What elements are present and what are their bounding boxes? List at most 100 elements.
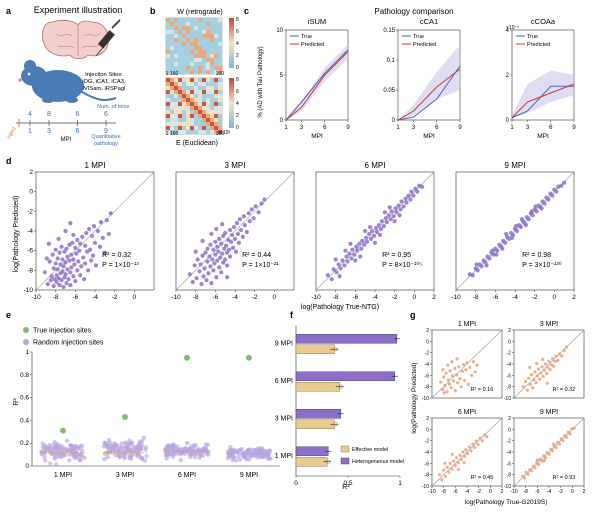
- scatter-xtick-label: 0: [413, 294, 417, 301]
- matrix-e-cell: [174, 106, 178, 110]
- random-site-point: [78, 443, 83, 449]
- scatter-ytick-label: 0: [508, 339, 511, 345]
- matrix-w-cell: [218, 42, 222, 46]
- random-site-point: [79, 448, 85, 453]
- scatter-point: [539, 371, 543, 375]
- scatter-point: [219, 270, 224, 275]
- scatter-point: [374, 229, 380, 235]
- matrix-w-cell: [174, 38, 178, 42]
- matrix-e-cell: [214, 106, 218, 110]
- scatter-xtick-label: -10: [451, 294, 461, 301]
- matrix-e-cell: [170, 118, 174, 122]
- matrix-w-cell: [174, 62, 178, 66]
- scatter-point: [221, 260, 226, 265]
- panel-letter-e: e: [6, 310, 11, 320]
- matrix-w-cell: [182, 34, 186, 38]
- scatter-point: [54, 280, 59, 285]
- matrix-w-cell: [202, 46, 206, 50]
- random-site-point: [164, 452, 170, 458]
- matrix-e-cell: [202, 98, 206, 102]
- scatter-point: [540, 365, 544, 369]
- matrix-e-cell: [210, 122, 214, 126]
- matrix-w-cell: [166, 34, 170, 38]
- scatter-point: [394, 210, 399, 215]
- matrix-w-cell: [166, 54, 170, 58]
- scatter-point: [205, 246, 210, 251]
- scatter-point: [76, 259, 81, 264]
- timeline-mpi-value: 1: [28, 128, 32, 135]
- scatter-point: [550, 449, 555, 453]
- scatter-point: [543, 362, 548, 366]
- matrix-e-cell: [210, 78, 214, 82]
- scatter-point: [95, 228, 101, 234]
- scatter-point: [457, 365, 461, 369]
- scatter-point: [456, 381, 460, 385]
- scatter-point: [336, 262, 341, 267]
- legend-heterogeneous: Heterogeneous model: [352, 459, 404, 465]
- scatter-point: [392, 219, 397, 224]
- random-site-point: [201, 446, 206, 451]
- matrix-w-cell: [214, 22, 218, 26]
- matrix-w-cell: [166, 18, 170, 22]
- scatter-point: [471, 360, 476, 364]
- random-site-point: [237, 448, 243, 453]
- matrix-e-cell: [214, 102, 218, 106]
- matrix-e-cell: [210, 110, 214, 114]
- matrix-e-cell: [218, 94, 222, 98]
- scatter-point: [353, 258, 358, 263]
- random-site-point: [184, 440, 190, 446]
- matrix-w-cell: [202, 38, 206, 42]
- scatter-point: [552, 442, 556, 446]
- colorbar-e-tick: 6: [236, 89, 239, 95]
- scatter-point: [439, 380, 443, 384]
- matrix-w-cell: [202, 66, 206, 70]
- panel-e: R² True injection sites Random injection…: [13, 327, 280, 479]
- matrix-e-cell: [198, 94, 202, 98]
- matrix-e-cell: [186, 122, 190, 126]
- matrix-e-cell: [218, 122, 222, 126]
- matrix-w-cell: [194, 26, 198, 30]
- matrix-w-cell: [178, 58, 182, 62]
- scatter-point: [42, 270, 47, 275]
- matrix-w-cell: [178, 42, 182, 46]
- scatter-point: [539, 206, 544, 211]
- scatter-point: [71, 257, 76, 262]
- matrix-w-cell: [214, 58, 218, 62]
- scatter-point: [209, 231, 214, 237]
- scatter-point: [55, 256, 60, 261]
- scatter-g1: 1 MPI -10 -8 -6 -4 -2 0 2 R² = 0.16: [422, 321, 503, 402]
- matrix-e-cell: [190, 86, 194, 90]
- line-series-true: [511, 85, 574, 119]
- random-site-point: [231, 454, 236, 459]
- bar-effective: [295, 382, 340, 392]
- scatter-point: [463, 454, 467, 459]
- scatter-point: [550, 193, 555, 198]
- matrix-w-cell: [206, 70, 210, 74]
- scatter-point: [57, 282, 62, 288]
- matrix-w-cell: [186, 18, 190, 22]
- matrix-w-cell: [186, 62, 190, 66]
- matrix-e-cell: [210, 118, 214, 122]
- matrix-w-cell: [178, 50, 182, 54]
- matrix-w-cell: [218, 70, 222, 74]
- scatter-point: [534, 381, 538, 385]
- matrix-e-cell: [186, 106, 190, 110]
- scatter-point: [413, 186, 418, 191]
- matrix-w-cell: [218, 38, 222, 42]
- scatter-point: [80, 234, 85, 239]
- random-site-point: [262, 450, 268, 455]
- legend-effective: Effective model: [352, 447, 388, 453]
- scatter-point: [97, 244, 103, 249]
- line-chart-xlabel: MPI: [311, 133, 323, 140]
- scatter-point: [360, 238, 365, 243]
- matrix-w-cell: [198, 42, 202, 46]
- random-site-point: [233, 458, 239, 463]
- matrix-e-cell: [202, 118, 206, 122]
- f-xtick-label: 1: [398, 480, 402, 487]
- scatter-point: [192, 263, 197, 268]
- matrix-w-cell: [206, 54, 210, 58]
- scatter-point: [220, 251, 225, 256]
- matrix-w-cell: [190, 18, 194, 22]
- matrix-w-cell: [174, 18, 178, 22]
- f-point: [326, 459, 331, 464]
